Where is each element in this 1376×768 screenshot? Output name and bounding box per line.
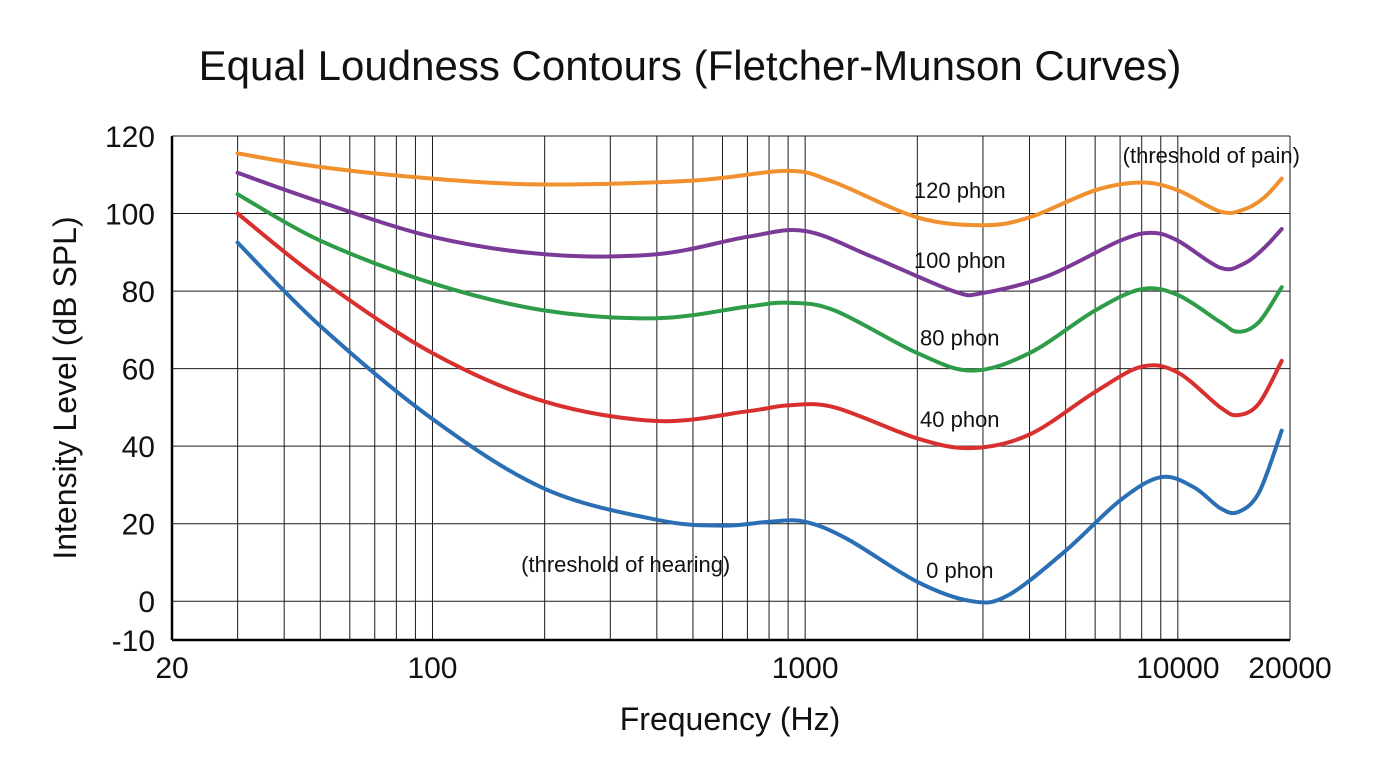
y-tick-label: 80	[122, 276, 155, 309]
x-tick-label: 1000	[772, 652, 839, 685]
curve-labels: 120 phon 100 phon 80 phon 40 phon 0 phon	[914, 178, 1006, 583]
y-tick-label: 0	[138, 586, 155, 619]
grid	[172, 135, 1291, 640]
series-line-40-phon	[235, 211, 1284, 451]
curve-label: 0 phon	[926, 558, 993, 583]
x-tick-label: 100	[407, 652, 457, 685]
y-tick-label: 20	[122, 509, 155, 542]
chart-title: Equal Loudness Contours (Fletcher-Munson…	[199, 42, 1182, 89]
annotations: (threshold of pain) (threshold of hearing…	[521, 143, 1300, 577]
annotation-text: (threshold of hearing)	[521, 552, 730, 577]
curve-label: 80 phon	[920, 325, 1000, 350]
curve-label: 40 phon	[920, 407, 1000, 432]
y-axis-title: Intensity Level (dB SPL)	[47, 216, 83, 559]
x-tick-label: 20	[155, 652, 188, 685]
x-axis-title: Frequency (Hz)	[620, 701, 841, 737]
y-tick-label: 100	[105, 199, 155, 232]
curve-label: 120 phon	[914, 178, 1006, 203]
curve-label: 100 phon	[914, 248, 1006, 273]
y-tick-label: 40	[122, 431, 155, 464]
series-line-100-phon	[235, 170, 1284, 298]
x-tick-labels: 20 100 1000 10000 20000	[155, 652, 1331, 685]
annotation-text: (threshold of pain)	[1123, 143, 1300, 168]
y-tick-labels: -10 0 20 40 60 80 100 120	[105, 121, 155, 658]
y-tick-label: 120	[105, 121, 155, 154]
series-line-120-phon	[235, 151, 1284, 228]
y-tick-label: 60	[122, 354, 155, 387]
series-line-80-phon	[235, 192, 1284, 373]
x-tick-label: 20000	[1248, 652, 1331, 685]
x-tick-label: 10000	[1136, 652, 1219, 685]
series-lines	[235, 151, 1284, 605]
y-tick-label: -10	[112, 625, 155, 658]
series-line-0-phon	[235, 240, 1284, 605]
